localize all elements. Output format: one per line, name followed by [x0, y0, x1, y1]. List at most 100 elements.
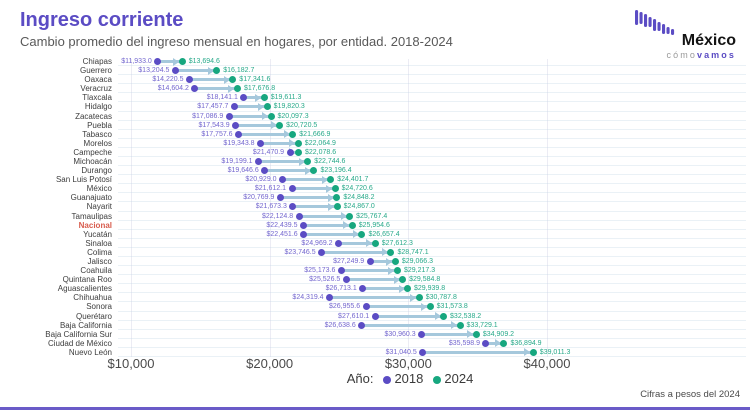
arrow-right-icon	[173, 57, 180, 66]
value-2024: $28,747.1	[397, 248, 429, 256]
change-connector	[346, 278, 403, 282]
dot-2024	[213, 67, 221, 75]
dot-2018	[235, 130, 243, 138]
change-connector	[282, 178, 331, 182]
chart-row: Tamaulipas $22,124.8 $25,767.4	[0, 212, 750, 221]
value-2024: $24,720.6	[341, 185, 373, 193]
x-axis-tick: $20,000	[246, 356, 294, 371]
category-label: Aguascalientes	[57, 284, 112, 294]
category-label: Chiapas	[82, 57, 112, 66]
dot-2024	[294, 139, 302, 147]
value-2018: $13,204.5	[138, 67, 170, 75]
chart-row: Campeche $21,470.9 $22,078.6	[0, 148, 750, 157]
value-2024: $22,064.9	[304, 139, 336, 147]
chart-row: Jalisco $27,249.9 $29,066.3	[0, 257, 750, 267]
dot-2024	[331, 185, 339, 193]
value-2018: $21,470.9	[252, 148, 285, 156]
logo-bars-icon	[634, 10, 688, 51]
chart-row: Guerrero $13,204.5 $16,182.7	[0, 66, 750, 76]
change-connector	[260, 141, 299, 145]
chart-row: Quintana Roo $25,526.5 $29,584.8	[0, 275, 750, 285]
category-label: Querétaro	[75, 311, 112, 321]
change-connector	[189, 78, 233, 82]
row-gridline	[118, 183, 746, 185]
logo-tagline-vamos: vamos	[696, 50, 736, 60]
value-2024: $19,611.3	[270, 94, 302, 102]
category-label: Campeche	[73, 147, 112, 157]
category-label: Sonora	[86, 302, 112, 312]
dot-2018	[240, 94, 248, 102]
dot-2018	[289, 203, 297, 211]
chart-row: Baja California $26,638.6 $33,729.1	[0, 321, 750, 330]
arrow-right-icon	[258, 102, 265, 111]
dot-2018	[358, 321, 366, 329]
chart-row: Tlaxcala $18,141.1 $19,611.3	[0, 93, 750, 103]
mexico-como-vamos-logo: México cómovamos	[634, 10, 736, 60]
change-connector	[370, 260, 396, 264]
category-label: Guerrero	[79, 66, 112, 76]
value-2024: $25,767.4	[356, 212, 388, 220]
change-connector	[303, 223, 353, 227]
row-gridline	[118, 201, 746, 203]
category-label: Coahuila	[80, 266, 112, 276]
chart-row: Baja California Sur $30,960.3 $34,909.2	[0, 330, 750, 339]
row-gridline	[118, 292, 746, 294]
value-2024: $33,729.1	[466, 321, 498, 329]
arrow-right-icon	[298, 157, 305, 166]
value-2024: $24,401.7	[337, 176, 369, 184]
value-2018: $25,173.6	[304, 267, 336, 275]
chart-row: Durango $19,646.6 $23,196.4	[0, 166, 750, 176]
legend: Año: 2018 2024	[90, 371, 730, 386]
dot-2018	[186, 76, 194, 84]
value-2018: $17,086.9	[192, 112, 224, 120]
row-gridline	[118, 237, 746, 239]
dot-2024	[333, 203, 341, 211]
row-gridline	[118, 74, 746, 76]
row-gridline	[118, 255, 746, 257]
row-gridline	[118, 146, 746, 148]
category-label: Baja California Sur	[45, 329, 112, 339]
row-gridline	[118, 210, 746, 212]
value-2018: $26,638.6	[324, 321, 356, 329]
arrow-right-icon	[352, 230, 359, 239]
change-connector	[303, 232, 362, 236]
value-2024: $21,666.9	[299, 130, 331, 138]
value-2024: $31,573.8	[436, 303, 468, 311]
category-label: Chihuahua	[73, 293, 112, 303]
change-connector	[243, 96, 265, 100]
logo-tagline-como: cómo	[666, 50, 697, 60]
chart-row: Nayarit $21,673.3 $24,867.0	[0, 202, 750, 212]
row-gridline	[118, 92, 746, 94]
value-2024: $24,848.2	[343, 194, 375, 202]
value-2024: $22,078.6	[304, 148, 337, 156]
value-2018: $20,929.0	[245, 176, 277, 184]
value-2018: $26,713.1	[325, 285, 357, 293]
legend-item-label: 2018	[394, 371, 424, 386]
dot-2018	[366, 258, 374, 266]
bottom-accent-bar	[0, 407, 750, 410]
legend-item-2018: 2018	[373, 371, 423, 386]
row-gridline	[118, 128, 746, 130]
value-2018: $24,319.4	[292, 294, 324, 302]
change-connector	[421, 332, 477, 336]
change-connector	[362, 287, 408, 291]
value-2018: $14,220.5	[152, 76, 184, 84]
dot-2018	[276, 194, 284, 202]
value-2018: $26,955.6	[328, 303, 361, 311]
dot-2024	[260, 94, 268, 102]
value-2024: $27,612.3	[381, 239, 413, 247]
value-2024: $29,939.8	[414, 285, 446, 293]
value-2024: $24,867.0	[343, 203, 375, 211]
arrow-right-icon	[262, 112, 269, 121]
row-gridline	[118, 228, 746, 230]
value-2024: $29,066.3	[401, 258, 434, 265]
arrow-right-icon	[398, 284, 405, 293]
change-connector	[238, 132, 293, 136]
dot-2018	[288, 185, 296, 193]
arrow-right-icon	[228, 84, 235, 93]
dot-2018	[191, 85, 199, 93]
change-connector	[157, 60, 183, 64]
chart-row: Chihuahua $24,319.4 $30,787.8	[0, 293, 750, 303]
category-label: Hidalgo	[84, 102, 112, 112]
value-2018: $25,526.5	[309, 276, 341, 284]
